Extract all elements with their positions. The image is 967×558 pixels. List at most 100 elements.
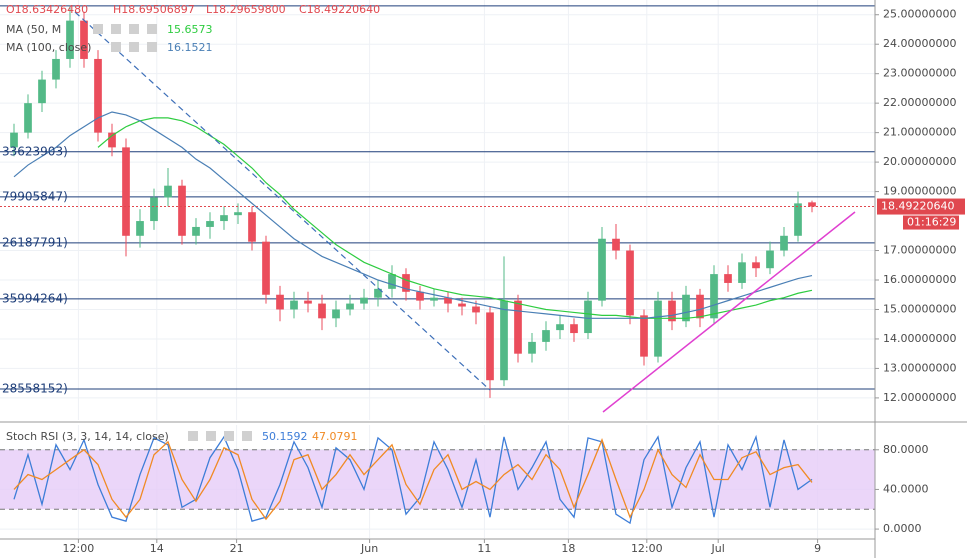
toolbar[interactable]	[93, 24, 252, 441]
x-tick-label: 12:00	[631, 542, 663, 555]
candle-body	[570, 324, 578, 334]
candle-body	[500, 300, 508, 381]
legend-value: 47.0791	[312, 430, 358, 443]
ma-line	[13, 111, 813, 319]
candle-body	[262, 241, 270, 295]
legend-value: 15.6573	[167, 23, 213, 36]
candle-body	[66, 20, 74, 59]
candle-body	[640, 315, 648, 357]
candle-body	[598, 238, 606, 301]
icon[interactable]	[129, 24, 139, 34]
icon[interactable]	[206, 431, 216, 441]
icon[interactable]	[147, 24, 157, 34]
candle-body	[10, 132, 18, 148]
candle-body	[276, 294, 284, 310]
candle-body	[346, 303, 354, 310]
y-tick-label: 24.00000000	[883, 37, 956, 50]
candle-body	[794, 203, 802, 236]
ma-line	[97, 117, 813, 319]
y-tick-label: 80.0000	[883, 443, 929, 456]
legend-label: MA (100, close)	[6, 41, 91, 54]
candle-body	[486, 312, 494, 381]
legend-label: MA (50, M	[6, 23, 61, 36]
candle-body	[724, 274, 732, 283]
icon[interactable]	[224, 431, 234, 441]
candle-body	[626, 250, 634, 316]
candle-body	[304, 300, 312, 304]
y-tick-label: 22.00000000	[883, 96, 956, 109]
candle-body	[318, 303, 326, 319]
icon[interactable]	[111, 24, 121, 34]
level-label: 26187791)	[2, 235, 68, 249]
candle-body	[556, 324, 564, 331]
candle-body	[668, 300, 676, 322]
candle-body	[52, 58, 60, 80]
level-label: 79905847)	[2, 189, 68, 203]
candle-body	[220, 215, 228, 222]
level-label: 35994264)	[2, 291, 68, 305]
candle-body	[94, 58, 102, 133]
oscillator-line	[13, 438, 813, 521]
icon[interactable]	[147, 42, 157, 52]
marks	[0, 5, 875, 525]
icon[interactable]	[129, 42, 139, 52]
candle-body	[444, 297, 452, 304]
candle-body	[360, 297, 368, 304]
legend-value: 16.1521	[167, 41, 213, 54]
candle-body	[150, 197, 158, 222]
candle-body	[192, 226, 200, 236]
x-tick-label: Jul	[711, 542, 725, 555]
y-tick-label: 20.00000000	[883, 155, 956, 168]
candle-body	[808, 202, 816, 207]
x-tick-label: 11	[477, 542, 491, 555]
ohlc-label: C18.49220640	[299, 3, 380, 16]
y-tick-label: 25.00000000	[883, 8, 956, 21]
icon[interactable]	[242, 431, 252, 441]
y-tick-label: 19.00000000	[883, 185, 956, 198]
icon[interactable]	[93, 24, 103, 34]
price-tag	[877, 198, 965, 215]
candle-body	[290, 300, 298, 310]
x-tick-label: 12:00	[63, 542, 95, 555]
candle-body	[458, 303, 466, 307]
candle-body	[738, 262, 746, 283]
candle-body	[108, 132, 116, 148]
candle-body	[164, 185, 172, 198]
y-tick-label: 16.00000000	[883, 273, 956, 286]
y-tick-label: 12.00000000	[883, 391, 956, 404]
candle-body	[472, 306, 480, 313]
x-tick-label: 14	[150, 542, 164, 555]
candle-body	[374, 288, 382, 298]
candle-body	[234, 212, 242, 216]
candle-body	[654, 300, 662, 357]
pane-title: Stoch RSI (3, 3, 14, 14, close)	[6, 430, 169, 443]
trend-line	[602, 211, 856, 413]
candle-body	[416, 291, 424, 301]
y-tick-label: 15.00000000	[883, 302, 956, 315]
level-label: 33623903)	[2, 144, 68, 158]
candle-body	[248, 212, 256, 242]
ohlc-label: L18.29659800	[206, 3, 286, 16]
candle-body	[206, 221, 214, 227]
y-tick-label: 14.00000000	[883, 332, 956, 345]
ohlc-label: O18.63426480	[6, 3, 88, 16]
band	[0, 449, 875, 510]
icon[interactable]	[111, 42, 121, 52]
y-tick-label: 17.00000000	[883, 244, 956, 257]
candle-body	[136, 221, 144, 236]
candle-body	[122, 147, 130, 236]
oscillator-line	[13, 434, 813, 525]
candle-body	[430, 297, 438, 301]
y-tick-label: 13.00000000	[883, 361, 956, 374]
y-tick-label: 0.0000	[883, 522, 922, 535]
candle-body	[682, 294, 690, 322]
countdown-tag	[903, 215, 959, 230]
candle-body	[584, 300, 592, 334]
icon[interactable]	[188, 431, 198, 441]
x-tick-label: 21	[230, 542, 244, 555]
candle-body	[780, 235, 788, 251]
countdown-label: 01:16:29	[907, 216, 956, 229]
ohlc-label: H18.69506897	[113, 3, 195, 16]
y-tick-label: 40.0000	[883, 482, 929, 495]
